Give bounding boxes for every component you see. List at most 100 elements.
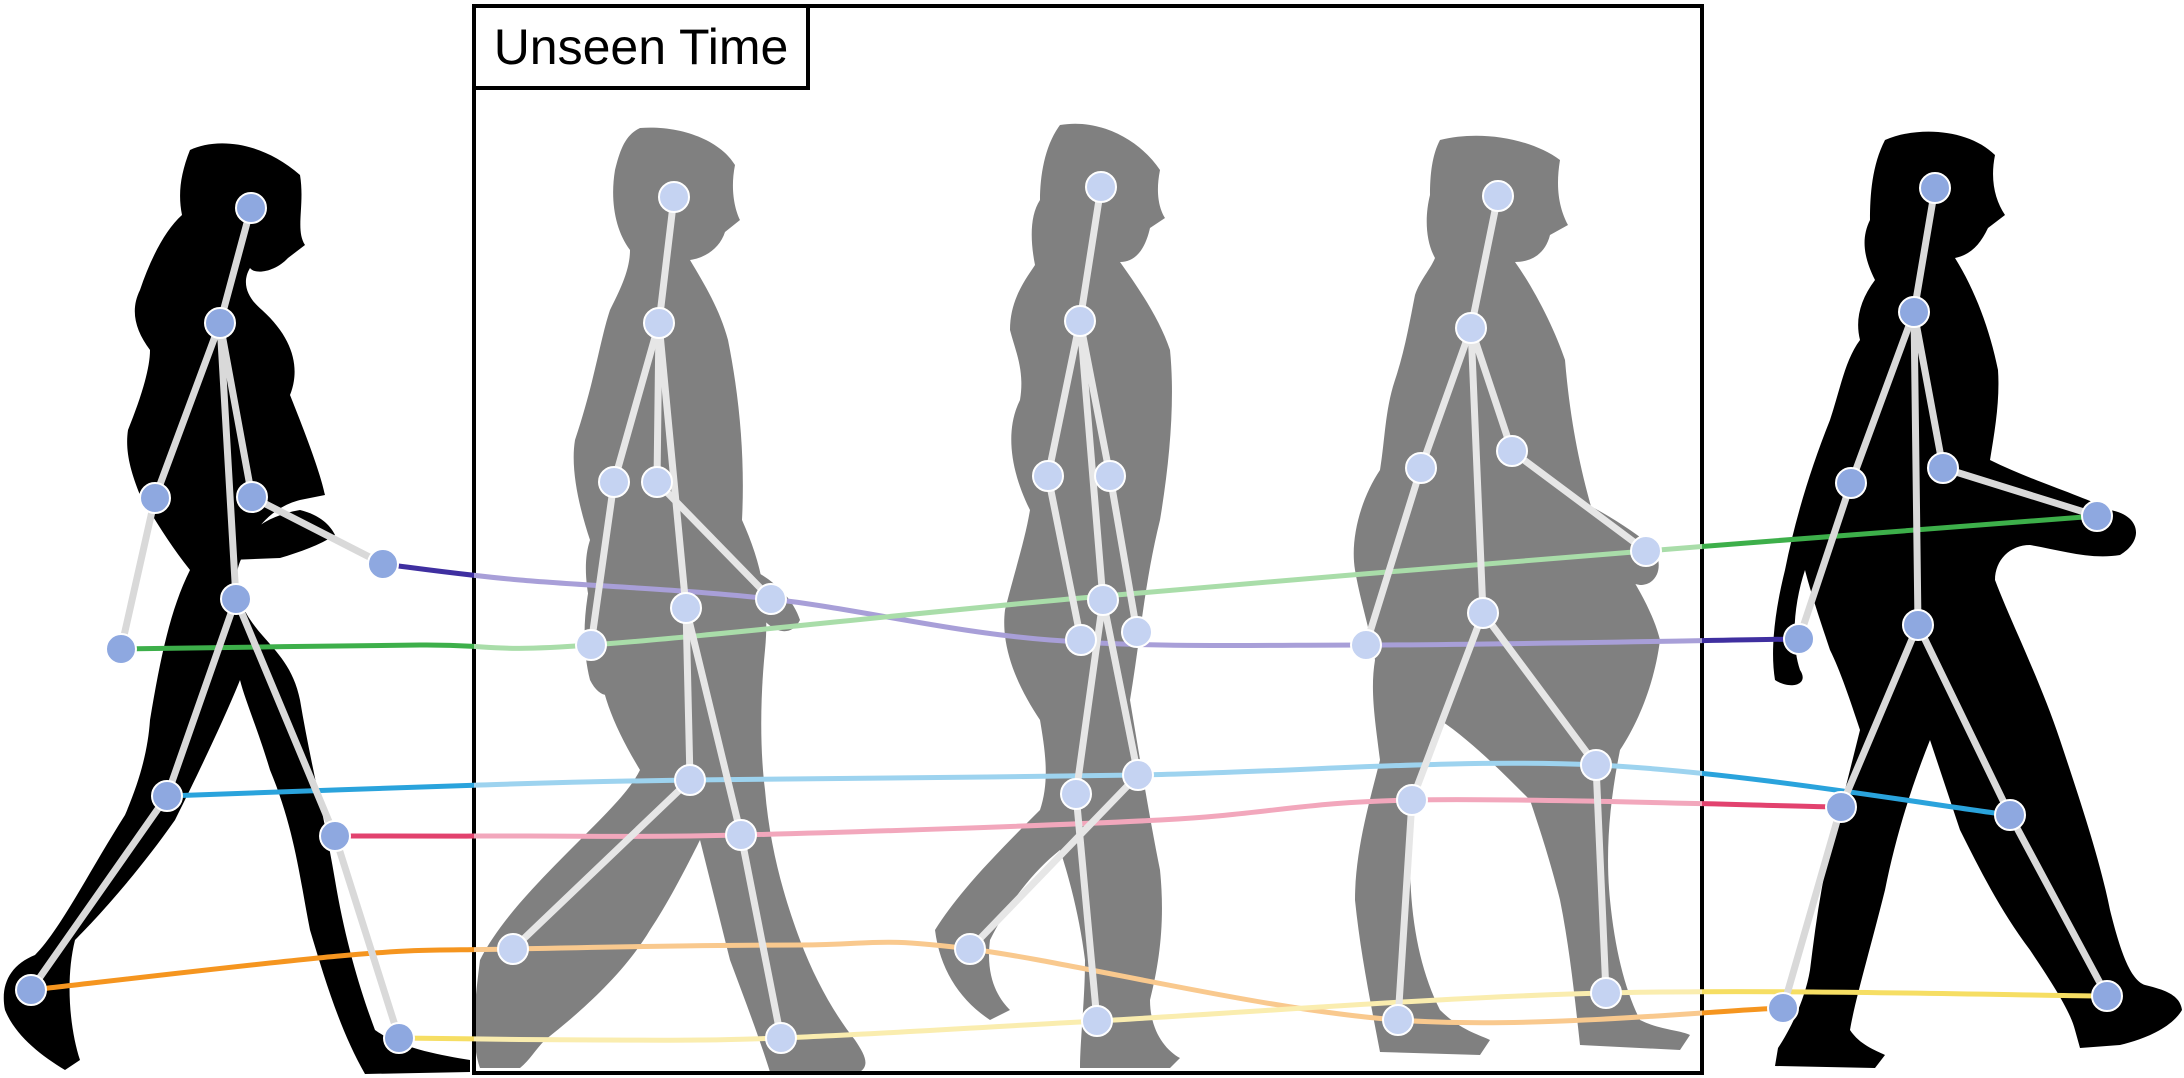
joint-rknee	[319, 820, 351, 852]
joint-neck	[1455, 312, 1487, 344]
bone-pelvis-lknee	[682, 604, 694, 784]
joint-lhand	[1121, 616, 1153, 648]
joint-pelvis	[1902, 609, 1934, 641]
joint-lknee	[151, 780, 183, 812]
trajectory-left-knee	[166, 782, 474, 799]
bone-neck-lelbow	[216, 319, 256, 501]
skeleton-unseen-pose-2	[954, 171, 1154, 1037]
bone-neck-lelbow	[1467, 324, 1516, 455]
trajectory-left-foot	[30, 947, 474, 993]
bone-pelvis-rknee	[232, 595, 339, 840]
bone-rknee-rfoot	[737, 831, 785, 1042]
joint-pelvis	[1467, 597, 1499, 629]
joint-lfoot	[1590, 977, 1622, 1009]
joint-rknee	[1060, 778, 1092, 810]
joint-pelvis	[670, 592, 702, 624]
joint-head	[1085, 171, 1117, 203]
bone-lelbow-lhand	[1939, 464, 2101, 520]
bone-neck-pelvis	[1910, 308, 1922, 629]
joint-neck	[204, 307, 236, 339]
joint-lelbow	[1094, 460, 1126, 492]
unseen-time-box	[472, 4, 1704, 1075]
joint-relbow	[1835, 467, 1867, 499]
joint-head	[235, 192, 267, 224]
bone-rknee-rfoot	[331, 832, 403, 1042]
joint-head	[658, 181, 690, 213]
skeleton-layer	[15, 171, 2123, 1054]
bone-rknee-rfoot	[1072, 790, 1101, 1025]
joint-rknee	[725, 819, 757, 851]
bone-lelbow-lhand	[1106, 472, 1141, 636]
joint-lhand	[2081, 500, 2113, 532]
unseen-time-label: Unseen Time	[494, 19, 789, 75]
bone-neck-pelvis	[216, 319, 240, 603]
trajectory-right-knee	[474, 797, 1702, 839]
bone-neck-lelbow	[1910, 308, 1947, 472]
joint-lelbow	[641, 466, 673, 498]
joint-lelbow	[1496, 435, 1528, 467]
joint-relbow	[139, 482, 171, 514]
joint-lhand	[755, 583, 787, 615]
joint-rfoot	[1382, 1004, 1414, 1036]
bone-relbow-rhand	[1795, 479, 1855, 643]
joint-neck	[1898, 296, 1930, 328]
trajectory-right-hand	[474, 544, 1702, 651]
joint-rfoot	[383, 1022, 415, 1054]
skeleton-end-pose	[1767, 172, 2123, 1024]
unseen-silhouette-2	[935, 123, 1180, 1069]
bone-pelvis-rknee	[682, 604, 745, 839]
bone-neck-pelvis	[1467, 324, 1487, 617]
joint-rfoot	[1081, 1005, 1113, 1037]
bone-head-neck	[1076, 183, 1105, 325]
bone-pelvis-rknee	[1408, 609, 1487, 804]
joint-lfoot	[954, 933, 986, 965]
bone-lknee-lfoot	[27, 792, 171, 994]
bone-lknee-lfoot	[966, 771, 1142, 953]
bone-relbow-rhand	[1044, 472, 1085, 644]
joint-rknee	[1825, 791, 1857, 823]
end-silhouette	[1773, 131, 2182, 1068]
bone-lelbow-lhand	[1508, 447, 1650, 555]
joint-pelvis	[1087, 584, 1119, 616]
joint-lknee	[674, 764, 706, 796]
bone-pelvis-lknee	[1914, 621, 2014, 819]
joint-neck	[643, 307, 675, 339]
joint-rhand	[1065, 624, 1097, 656]
joint-relbow	[1405, 452, 1437, 484]
joint-lhand	[367, 548, 399, 580]
bone-head-neck	[1910, 184, 1939, 316]
bone-lknee-lfoot	[1592, 761, 1610, 997]
trajectory-right-foot	[1702, 989, 2108, 999]
bone-rknee-rfoot	[1394, 796, 1416, 1024]
bone-head-neck	[216, 204, 255, 327]
bone-pelvis-lknee	[1479, 609, 1600, 769]
joint-relbow	[598, 466, 630, 498]
joint-rfoot	[765, 1022, 797, 1054]
unseen-time-frame: Unseen Time	[472, 4, 1704, 1075]
bone-neck-pelvis	[1076, 317, 1107, 604]
joint-lfoot	[2091, 980, 2123, 1012]
trajectory-left-knee	[474, 760, 1702, 788]
bone-lknee-lfoot	[2006, 811, 2111, 1000]
bone-pelvis-rknee	[1072, 596, 1107, 798]
bone-relbow-rhand	[1362, 464, 1425, 649]
joint-lelbow	[1927, 452, 1959, 484]
joint-rknee	[1396, 784, 1428, 816]
bone-neck-relbow	[610, 319, 663, 486]
bone-neck-relbow	[151, 319, 224, 502]
joint-lfoot	[497, 933, 529, 965]
bone-head-neck	[1467, 192, 1502, 332]
joint-head	[1919, 172, 1951, 204]
skeleton-unseen-pose-1	[497, 181, 797, 1054]
joint-rhand	[1783, 623, 1815, 655]
joint-lhand	[1630, 535, 1662, 567]
trajectory-left-foot	[1702, 1005, 1784, 1016]
trajectory-left-foot	[474, 939, 1702, 1026]
bone-lelbow-lhand	[248, 493, 387, 568]
skeleton-start-pose	[15, 192, 415, 1054]
joint-lknee	[1580, 749, 1612, 781]
bone-neck-pelvis	[655, 319, 690, 612]
bone-pelvis-lknee	[1099, 596, 1142, 779]
joint-rhand	[575, 629, 607, 661]
